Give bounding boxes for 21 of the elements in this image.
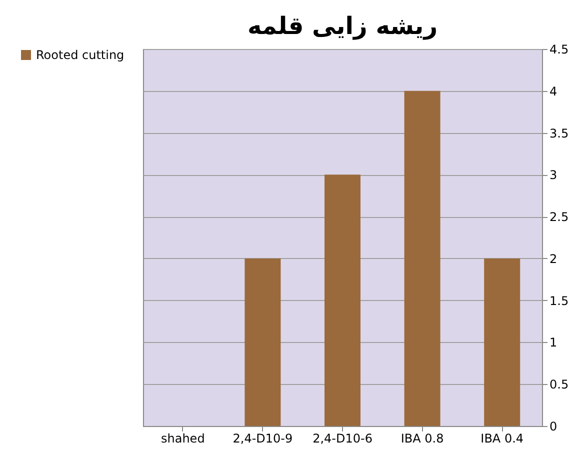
bar (324, 174, 360, 426)
y-tick-label: 0 (550, 420, 558, 434)
chart-title: ریشه زایی قلمه (247, 12, 438, 40)
y-tick-label: 2 (550, 252, 558, 266)
x-tick-label: IBA 0.4 (480, 432, 524, 446)
bar (484, 258, 520, 426)
y-tick-label: 1 (550, 336, 558, 350)
y-tick-label: 2.5 (550, 210, 569, 224)
bar (404, 90, 440, 426)
y-tick-label: 3.5 (550, 126, 569, 140)
x-tick-label: 2,4-D10-6 (312, 432, 372, 446)
y-tick-label: 0.5 (550, 378, 569, 392)
bar (244, 258, 281, 426)
y-tick-label: 1.5 (550, 294, 569, 308)
y-tick-label: 4 (550, 84, 558, 98)
x-tick-label: shahed (160, 432, 205, 446)
y-tick-label: 4.5 (550, 42, 569, 56)
y-tick-label: 3 (550, 168, 558, 182)
legend-label: Rooted cutting (36, 48, 124, 62)
x-tick-label: 2,4-D10-9 (232, 432, 293, 446)
x-tick-label: IBA 0.8 (400, 432, 444, 446)
